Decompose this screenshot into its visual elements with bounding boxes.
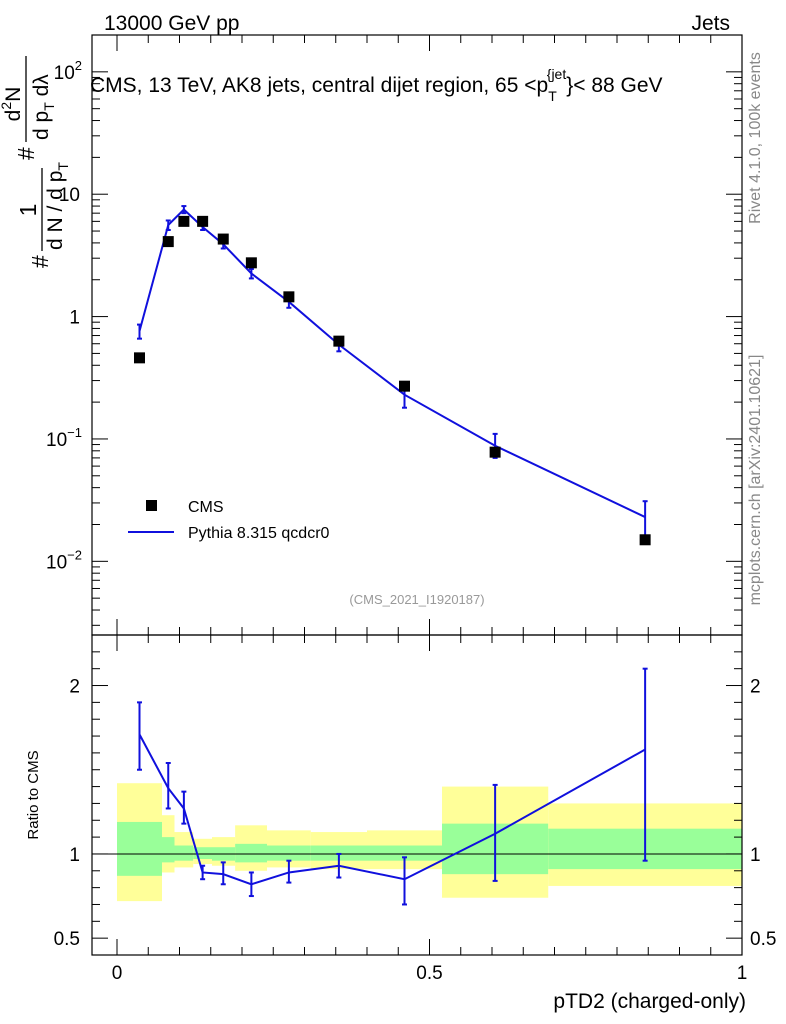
ratio-x-tick-label: 1 — [737, 963, 748, 984]
cms-data-point — [178, 215, 190, 227]
y-label-hash1: # — [27, 255, 53, 268]
header-right: Jets — [691, 12, 730, 35]
ratio-band-green — [174, 845, 194, 861]
legend-pythia-label: Pythia 8.315 qcdcr0 — [188, 525, 330, 542]
analysis-id: (CMS_2021_I1920187) — [349, 592, 484, 607]
ratio-frame — [91, 634, 743, 956]
title-post: }< 88 GeV — [566, 74, 662, 97]
ratio-x-tick-label: 0.5 — [416, 963, 442, 984]
y-label-one: 1 — [15, 204, 41, 217]
ratio-band-green — [367, 845, 442, 861]
ratio-y-label: Ratio to CMS — [25, 750, 42, 839]
legend-cms-label: CMS — [188, 499, 224, 516]
pythia-line — [138, 208, 646, 518]
title-sup: {jet — [547, 66, 567, 82]
cms-data-point — [245, 257, 257, 269]
ratio-band-green — [162, 837, 175, 863]
title-sub: T — [548, 88, 557, 104]
cms-data-point — [333, 335, 345, 347]
main-title: CMS, 13 TeV, AK8 jets, central dijet reg… — [90, 66, 663, 104]
main-y-tick-label: 10−1 — [46, 425, 82, 451]
cms-data-point — [134, 352, 145, 364]
main-y-label: # 1 d N / d pT # d2N d pT dλ — [0, 56, 71, 268]
ratio-y-tick-label-left: 1 — [69, 845, 80, 866]
ratio-y-tick-label-left: 2 — [69, 677, 80, 698]
title-pre: CMS, 13 TeV, AK8 jets, central dijet reg… — [90, 74, 548, 97]
ratio-y-tick-label-right: 1 — [750, 845, 761, 866]
y-label-hash2: # — [13, 147, 39, 160]
rivet-version-text: Rivet 4.1.0, 100k events — [747, 52, 764, 224]
main-y-tick-label: 1 — [69, 308, 80, 329]
mcplots-text: mcplots.cern.ch [arXiv:2401.10621] — [747, 355, 764, 606]
ratio-y-tick-label-right: 2 — [750, 677, 761, 698]
ratio-band-green — [117, 821, 162, 876]
cms-data-point — [197, 215, 209, 227]
ratio-band-green — [235, 843, 267, 863]
cms-data-point — [639, 534, 651, 546]
cms-data-point — [399, 380, 410, 392]
cms-data-point — [283, 291, 295, 303]
main-y-tick-label: 10−2 — [46, 547, 82, 573]
ratio-y-tick-label-left: 0.5 — [54, 929, 80, 950]
legend-cms-marker — [146, 500, 157, 511]
legend: CMS Pythia 8.315 qcdcr0 — [128, 499, 330, 542]
main-panel: 102 10 1 10−1 10−2 — [46, 34, 743, 636]
header-left: 13000 GeV pp — [104, 12, 239, 35]
y-label-denominator: d pT dλ — [30, 74, 57, 140]
ratio-x-tick-label: 0 — [112, 963, 123, 984]
cms-data-point — [162, 236, 174, 248]
ratio-y-tick-label-right: 0.5 — [750, 929, 776, 950]
cms-data-point — [217, 233, 229, 245]
main-y-tick-label: 102 — [54, 58, 82, 84]
cms-data-point — [489, 446, 501, 458]
ratio-band-green — [193, 847, 212, 859]
y-label-numerator: d2N — [0, 87, 25, 122]
ratio-panel: 0 0.5 10.5 0.51 12 2 — [54, 634, 776, 984]
ratio-band-green — [267, 845, 311, 861]
main-y-tick-label: 10 — [59, 185, 80, 206]
x-axis-label: pTD2 (charged-only) — [553, 990, 746, 1013]
y-label-left-denom: d N / d pT — [44, 162, 71, 250]
